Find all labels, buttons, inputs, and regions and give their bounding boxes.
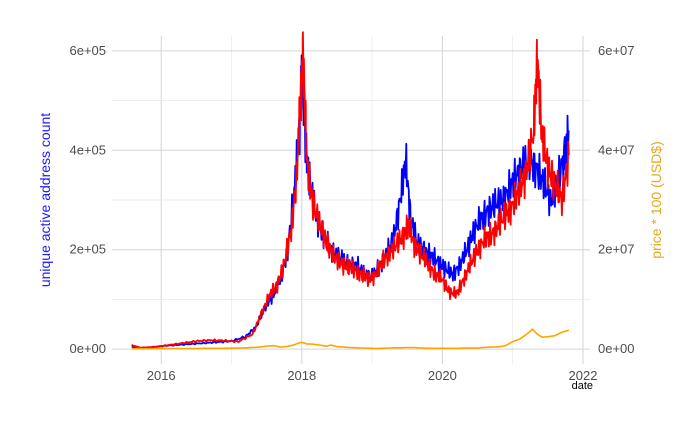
x-tick-label: 2018	[287, 368, 316, 383]
left-y-tick-label: 2e+05	[69, 242, 106, 257]
left-y-tick-label: 4e+05	[69, 142, 106, 157]
x-tick-label: 2020	[428, 368, 457, 383]
x-tick-label: 2016	[147, 368, 176, 383]
left-axis-title: unique active address count	[37, 113, 53, 287]
x-axis-title: date	[572, 380, 593, 392]
series-line-2	[131, 31, 570, 349]
series-line-1	[131, 54, 570, 350]
right-y-axis-tick-labels: 0e+00 2e+07 4e+07 6e+07	[598, 43, 635, 356]
right-axis-title: price * 100 (USD$)	[648, 141, 664, 259]
left-y-tick-label: 6e+05	[69, 43, 106, 58]
right-y-tick-label: 0e+00	[598, 341, 635, 356]
series-line-3	[131, 328, 570, 350]
x-tick-label: 2022	[569, 368, 598, 383]
right-y-tick-label: 6e+07	[598, 43, 635, 58]
left-y-axis-tick-labels: 0e+00 2e+05 4e+05 6e+05	[69, 43, 106, 356]
right-y-tick-label: 4e+07	[598, 142, 635, 157]
x-axis-tick-labels: 2016 2018 2020 2022	[147, 368, 598, 383]
right-y-tick-label: 2e+07	[598, 242, 635, 257]
series-lines	[131, 31, 570, 350]
left-y-tick-label: 0e+00	[69, 341, 106, 356]
